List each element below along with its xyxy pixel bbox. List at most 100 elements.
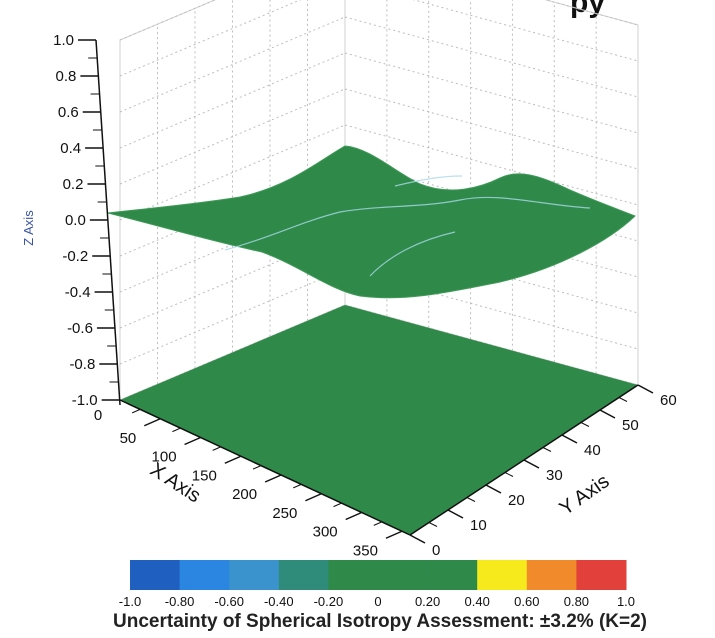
x-tick-label: 150 xyxy=(192,467,217,484)
colorbar-segment xyxy=(328,560,379,590)
x-tick-label: 200 xyxy=(232,486,257,503)
y-minor-tick xyxy=(504,472,514,477)
y-tick-label: 50 xyxy=(622,417,639,434)
colorbar-label: 0 xyxy=(374,594,381,609)
colorbar-label: -1.0 xyxy=(119,594,141,609)
y-tick-label: 0 xyxy=(432,542,440,559)
y-minor-tick xyxy=(618,397,628,402)
z-axis: 1.0 0.8 0.6 0.4 0.2 0.0 -0.2 -0.4 -0.6 -0.8 -1.0 xyxy=(53,32,121,409)
colorbar-label: -0.40 xyxy=(264,594,294,609)
wall-grid-line xyxy=(344,16,639,98)
y-axis-title: Y Axis xyxy=(556,470,614,520)
x-minor-tick xyxy=(172,427,181,433)
colorbar-segment xyxy=(427,560,478,590)
x-tick-label: 250 xyxy=(272,505,297,522)
colorbar-label: 1.0 xyxy=(617,594,635,609)
colorbar: -1.0 -0.80 -0.60 -0.40 -0.20 0 0.20 0.40 0.60 0.8… xyxy=(119,560,635,609)
y-tick-mark xyxy=(447,509,464,519)
y-tick-mark xyxy=(561,434,578,444)
colorbar-segment xyxy=(378,560,429,590)
y-tick-label: 10 xyxy=(470,517,487,534)
colorbar-label: -0.80 xyxy=(165,594,195,609)
z-tick-label: -0.4 xyxy=(65,284,91,301)
colorbar-segment xyxy=(130,560,181,590)
z-tick-label: 1.0 xyxy=(53,32,74,49)
z-tick-label: -1.0 xyxy=(72,392,98,409)
x-minor-tick xyxy=(131,408,141,414)
wall-grid-line xyxy=(119,196,346,293)
z-axis-line xyxy=(95,39,121,406)
z-axis-title: Z Axis xyxy=(21,210,36,246)
x-tick-label: 100 xyxy=(152,449,177,466)
surface-plot xyxy=(107,145,636,299)
z-tick-label: 0.2 xyxy=(63,176,84,193)
x-minor-tick xyxy=(333,502,342,508)
wall-grid-line xyxy=(412,0,639,62)
wall-grid-line xyxy=(344,124,639,206)
x-tick-mark xyxy=(224,455,242,464)
x-axis-line xyxy=(119,399,411,536)
chart-title-fragment: py xyxy=(570,0,605,19)
z-tick-label: 0.0 xyxy=(65,212,86,229)
x-tick-label: 0 xyxy=(94,407,102,424)
x-tick-mark xyxy=(143,418,161,427)
y-tick-label: 60 xyxy=(660,392,677,409)
x-tick-mark xyxy=(345,511,362,521)
x-minor-tick xyxy=(293,483,302,489)
z-tick-label: 0.4 xyxy=(60,140,81,157)
wall-grid-line xyxy=(119,160,346,257)
z-tick-label: 0.6 xyxy=(58,104,79,121)
y-tick-mark xyxy=(409,534,426,544)
y-minor-tick xyxy=(466,497,476,502)
y-tick-mark xyxy=(523,459,540,469)
colorbar-label: 0.60 xyxy=(514,594,539,609)
chart-caption: Uncertainty of Spherical Isotropy Assess… xyxy=(113,611,647,632)
floor-plane xyxy=(120,305,638,535)
wall-grid-line xyxy=(119,124,346,221)
x-tick-mark xyxy=(264,474,282,483)
y-tick-mark xyxy=(637,384,654,394)
z-tick-label: -0.2 xyxy=(62,248,88,265)
colorbar-segment xyxy=(477,560,528,590)
colorbar-segment xyxy=(179,560,230,590)
colorbar-segment xyxy=(229,560,280,590)
wall-grid-line xyxy=(344,52,639,134)
y-minor-tick xyxy=(428,522,438,527)
y-tick-mark xyxy=(485,484,502,494)
wall-grid-line xyxy=(119,16,346,113)
x-axis: 0 50 100 150 200 250 300 350 xyxy=(94,399,411,559)
y-minor-tick xyxy=(542,447,552,452)
y-tick-label: 20 xyxy=(508,492,525,509)
x-minor-tick xyxy=(252,465,262,470)
y-axis: 0 10 20 30 40 50 60 xyxy=(409,384,677,559)
surface-contour-line xyxy=(369,231,456,277)
colorbar-segment xyxy=(278,560,329,590)
x-tick-label: 300 xyxy=(313,524,338,541)
y-tick-label: 30 xyxy=(546,467,563,484)
x-tick-mark xyxy=(305,493,322,502)
z-tick-label: 0.8 xyxy=(56,68,77,85)
wall-grid-line xyxy=(344,88,639,170)
surface-contour-lines xyxy=(224,175,591,277)
wall-grid-line xyxy=(119,0,217,41)
z-tick-label: -0.8 xyxy=(69,356,95,373)
surface-contour-line xyxy=(224,196,591,251)
surface-contour-line xyxy=(394,175,463,187)
x-axis-title: X Axis xyxy=(146,459,205,508)
x-tick-mark xyxy=(385,530,403,539)
colorbar-segment xyxy=(576,560,627,590)
x-minor-tick xyxy=(212,446,221,451)
y-tick-label: 40 xyxy=(584,442,601,459)
y-tick-mark xyxy=(599,409,616,419)
colorbar-label: -0.20 xyxy=(314,594,344,609)
x-minor-tick xyxy=(373,521,383,526)
wall-grid-line xyxy=(119,0,302,77)
x-tick-label: 50 xyxy=(120,430,137,447)
colorbar-label: 0.40 xyxy=(465,594,490,609)
colorbar-segment xyxy=(526,560,577,590)
y-minor-tick xyxy=(580,422,590,427)
colorbar-label: 0.20 xyxy=(415,594,440,609)
colorbar-label: 0.80 xyxy=(564,594,589,609)
x-tick-label: 350 xyxy=(353,542,378,559)
